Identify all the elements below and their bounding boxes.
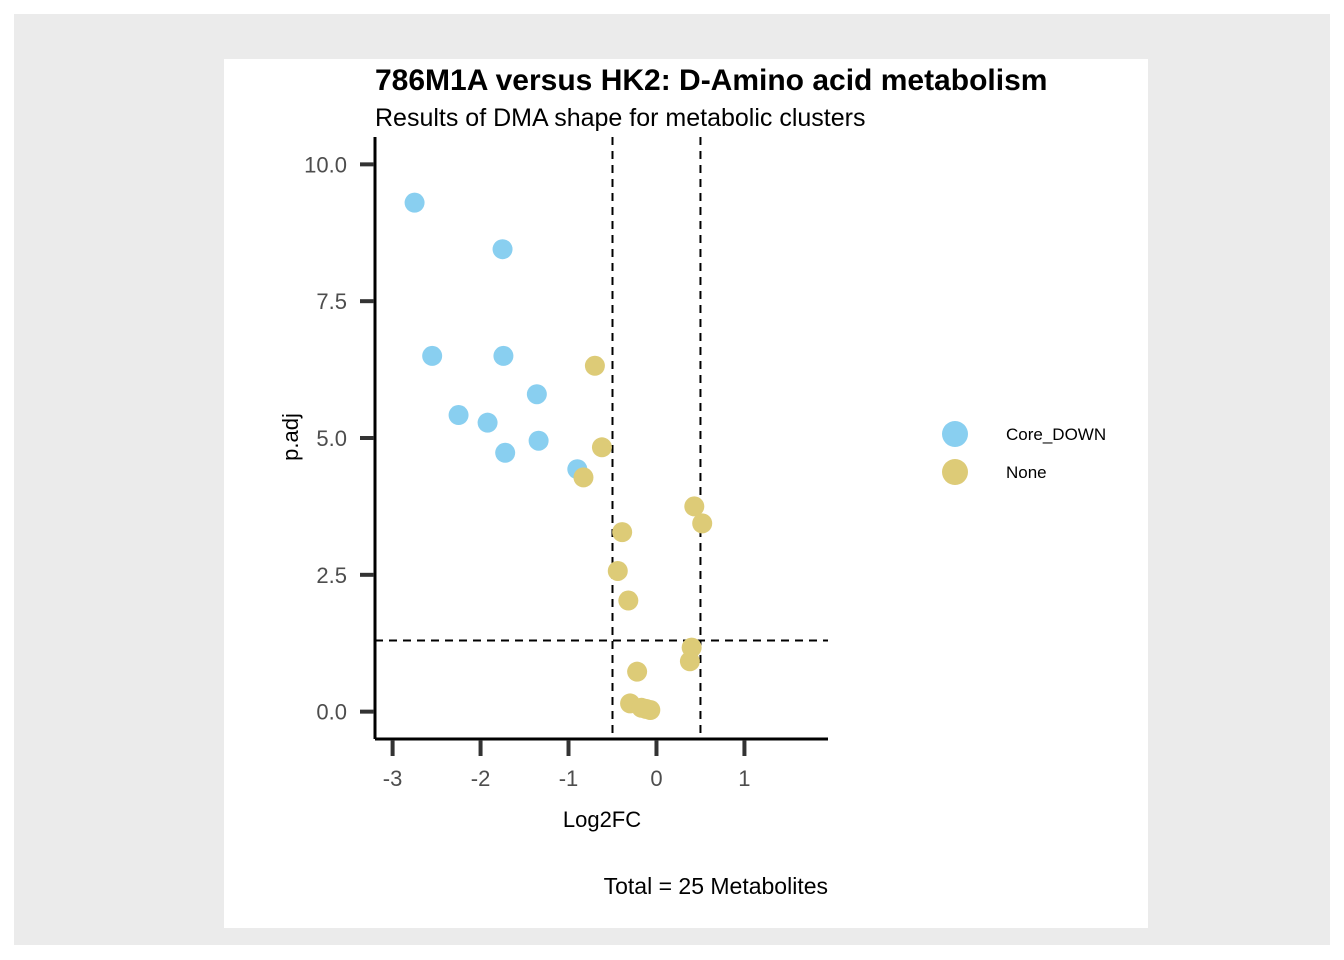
chart-subtitle: Results of DMA shape for metabolic clust… (375, 104, 865, 132)
data-point (607, 560, 628, 581)
chart-title: 786M1A versus HK2: D-Amino acid metaboli… (375, 64, 1047, 97)
volcano-chart: 786M1A versus HK2: D-Amino acid metaboli… (278, 64, 1106, 899)
plot-panel: 786M1A versus HK2: D-Amino acid metaboli… (224, 59, 1148, 928)
chart-caption: Total = 25 Metabolites (604, 873, 828, 899)
y-tick-label: 5.0 (316, 426, 347, 451)
legend-label: Core_DOWN (1006, 425, 1106, 444)
data-point (573, 467, 594, 488)
data-point (404, 192, 425, 213)
y-tick-label: 0.0 (316, 700, 347, 725)
data-point (584, 355, 605, 376)
data-point (635, 698, 656, 719)
x-tick-label: -2 (471, 766, 491, 791)
legend-swatch (942, 421, 968, 447)
x-tick-label: 1 (738, 766, 750, 791)
y-tick-label: 10.0 (304, 152, 347, 177)
y-tick-label: 2.5 (316, 563, 347, 588)
data-point (591, 437, 612, 458)
data-point (526, 384, 547, 405)
data-point (493, 345, 514, 366)
data-point (618, 590, 639, 611)
data-point (679, 651, 700, 672)
data-point (422, 345, 443, 366)
y-axis-title: p.adj (278, 413, 303, 461)
data-point (528, 430, 549, 451)
x-tick-label: -3 (383, 766, 403, 791)
data-point (477, 412, 498, 433)
y-tick-label: 7.5 (316, 289, 347, 314)
data-point (448, 405, 469, 426)
data-point (684, 496, 705, 517)
data-point (612, 522, 633, 543)
plot-background: 786M1A versus HK2: D-Amino acid metaboli… (14, 14, 1330, 945)
data-point (492, 239, 513, 260)
legend-swatch (942, 459, 968, 485)
data-point (692, 513, 713, 534)
x-axis-title: Log2FC (563, 807, 641, 832)
legend-label: None (1006, 463, 1047, 482)
x-tick-label: 0 (650, 766, 662, 791)
data-point (627, 661, 648, 682)
x-tick-label: -1 (559, 766, 579, 791)
data-point (495, 442, 516, 463)
